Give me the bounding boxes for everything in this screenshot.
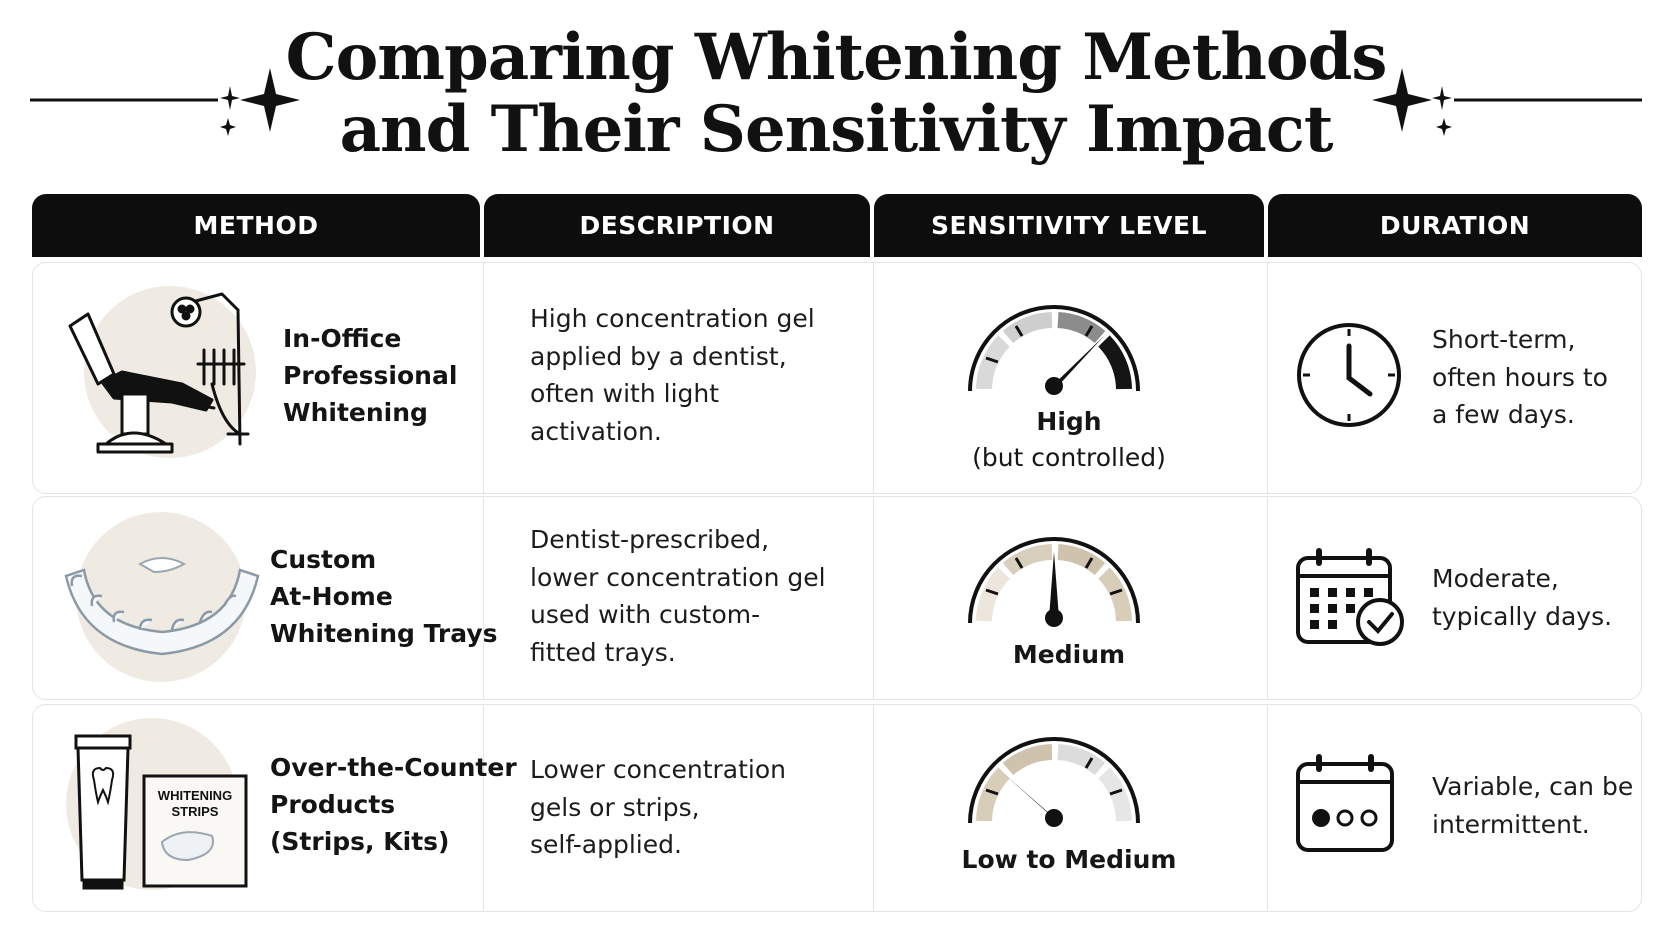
method-description: High concentration gel applied by a denti… xyxy=(530,304,815,446)
sensitivity-gauge-medium xyxy=(968,537,1140,627)
duration-text: Short-term, often hours to a few days. xyxy=(1432,325,1608,429)
sensitivity-level: High (but controlled) xyxy=(972,407,1166,472)
column-header-method: METHOD xyxy=(32,194,480,257)
method-description: Lower concentration gels or strips, self-a… xyxy=(530,755,786,859)
sensitivity-gauge-high xyxy=(968,305,1140,395)
title-line-2: and Their Sensitivity Impact xyxy=(339,92,1334,167)
title-line-1: Comparing Whitening Methods xyxy=(285,20,1388,95)
method-label: Custom At-Home Whitening Trays xyxy=(270,545,498,648)
duration-text: Moderate, typically days. xyxy=(1432,564,1613,631)
box-label-line-2: STRIPS xyxy=(172,804,219,819)
sensitivity-gauge-low-medium xyxy=(968,737,1140,827)
method-description: Dentist-prescribed, lower concentration g… xyxy=(530,525,826,667)
whitening-tray-icon xyxy=(64,557,260,656)
sparkle-divider-right-icon xyxy=(1372,68,1642,136)
calendar-dots-icon xyxy=(1296,754,1394,852)
sensitivity-level: Medium xyxy=(1012,640,1126,669)
calendar-check-icon xyxy=(1296,548,1404,646)
duration-text: Variable, can be intermittent. xyxy=(1432,772,1634,839)
clock-icon xyxy=(1297,323,1401,427)
page-title: Comparing Whitening Methods and Their Se… xyxy=(0,22,1672,166)
column-header-sensitivity: SENSITIVITY LEVEL xyxy=(874,194,1264,257)
method-label: Over-the-Counter Products (Strips, Kits) xyxy=(270,753,517,856)
toothpaste-strips-icon: WHITENING STRIPS xyxy=(74,734,248,890)
sensitivity-level: Low to Medium xyxy=(961,845,1177,874)
table-row xyxy=(32,262,1642,494)
column-header-duration: DURATION xyxy=(1268,194,1642,257)
sparkle-divider-left-icon xyxy=(30,68,300,136)
column-header-description: DESCRIPTION xyxy=(484,194,870,257)
box-label-line-1: WHITENING xyxy=(158,788,232,803)
dental-chair-icon xyxy=(68,292,250,454)
method-label: In-Office Professional Whitening xyxy=(283,324,458,427)
